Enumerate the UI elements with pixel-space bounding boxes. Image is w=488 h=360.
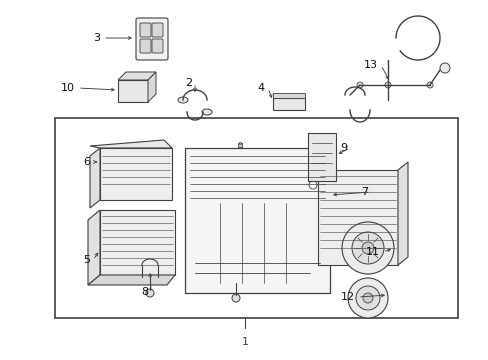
Text: 5: 5 bbox=[83, 255, 90, 265]
Bar bbox=[317, 170, 397, 265]
Circle shape bbox=[231, 294, 240, 302]
Circle shape bbox=[362, 293, 372, 303]
Bar bbox=[100, 148, 172, 200]
FancyBboxPatch shape bbox=[140, 23, 151, 37]
Text: 2: 2 bbox=[184, 78, 192, 88]
Polygon shape bbox=[88, 275, 175, 285]
Circle shape bbox=[426, 82, 432, 88]
Polygon shape bbox=[88, 210, 100, 285]
Ellipse shape bbox=[178, 97, 187, 103]
Circle shape bbox=[308, 181, 316, 189]
FancyBboxPatch shape bbox=[152, 39, 163, 53]
Text: 8: 8 bbox=[141, 287, 148, 297]
Bar bbox=[307, 133, 335, 181]
Circle shape bbox=[347, 278, 387, 318]
Circle shape bbox=[361, 242, 373, 254]
Text: 3: 3 bbox=[93, 33, 100, 43]
Bar bbox=[55, 118, 457, 318]
Circle shape bbox=[146, 289, 154, 297]
Polygon shape bbox=[148, 72, 156, 102]
Text: 6: 6 bbox=[83, 157, 90, 167]
Bar bbox=[100, 210, 175, 275]
Circle shape bbox=[384, 82, 390, 88]
Polygon shape bbox=[90, 140, 172, 148]
Bar bbox=[272, 98, 305, 110]
FancyBboxPatch shape bbox=[152, 23, 163, 37]
Polygon shape bbox=[272, 93, 305, 98]
Polygon shape bbox=[397, 162, 407, 265]
Text: 11: 11 bbox=[365, 247, 379, 257]
Polygon shape bbox=[90, 148, 100, 208]
Text: 10: 10 bbox=[61, 83, 75, 93]
Text: 9: 9 bbox=[339, 143, 346, 153]
FancyBboxPatch shape bbox=[136, 18, 168, 60]
Text: 4: 4 bbox=[257, 83, 264, 93]
Text: 13: 13 bbox=[363, 60, 377, 70]
Text: 1: 1 bbox=[241, 337, 248, 347]
Text: 7: 7 bbox=[360, 187, 367, 197]
Circle shape bbox=[439, 63, 449, 73]
FancyBboxPatch shape bbox=[140, 39, 151, 53]
Circle shape bbox=[355, 286, 379, 310]
Bar bbox=[184, 148, 329, 293]
Bar bbox=[118, 80, 148, 102]
Polygon shape bbox=[118, 72, 156, 80]
Circle shape bbox=[351, 232, 383, 264]
Circle shape bbox=[356, 82, 362, 88]
Circle shape bbox=[341, 222, 393, 274]
Text: 12: 12 bbox=[340, 292, 354, 302]
Ellipse shape bbox=[202, 109, 212, 115]
